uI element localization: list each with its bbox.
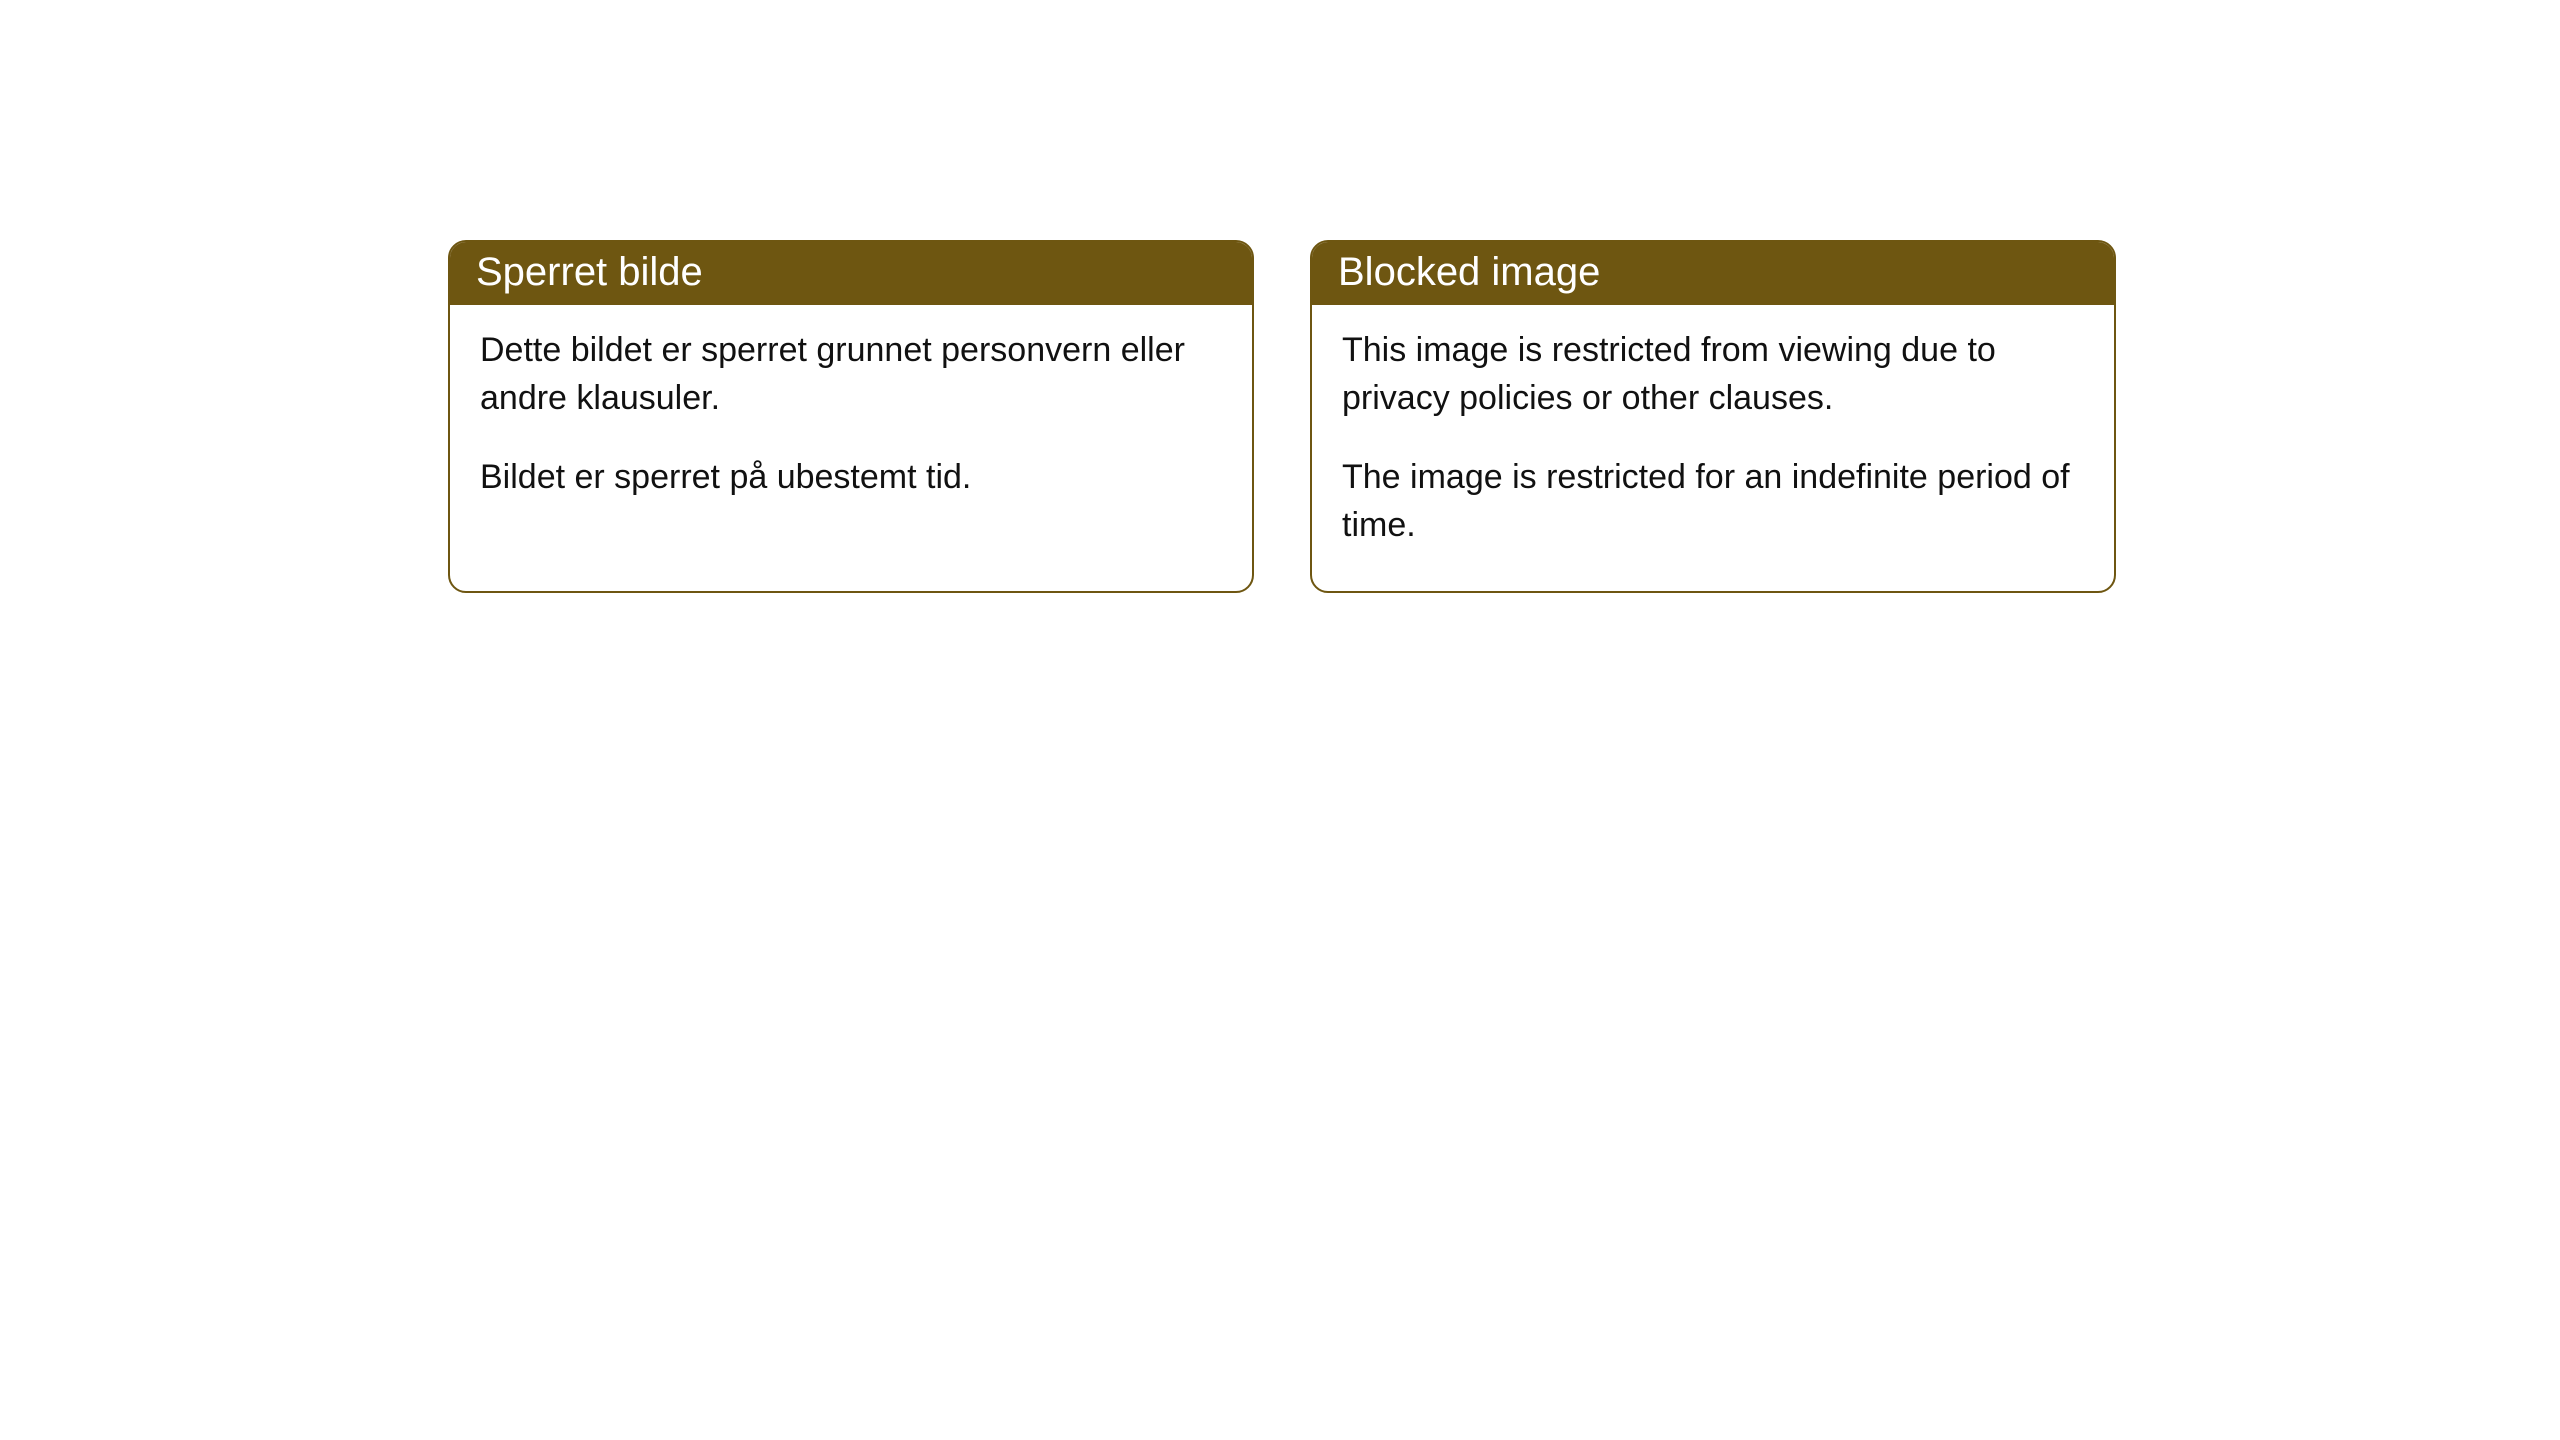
notice-cards-container: Sperret bilde Dette bildet er sperret gr…: [448, 240, 2560, 593]
notice-card-english: Blocked image This image is restricted f…: [1310, 240, 2116, 593]
card-header: Blocked image: [1312, 242, 2114, 305]
card-body: Dette bildet er sperret grunnet personve…: [450, 305, 1252, 544]
card-paragraph: Dette bildet er sperret grunnet personve…: [480, 327, 1222, 422]
card-paragraph: This image is restricted from viewing du…: [1342, 327, 2084, 422]
card-title: Blocked image: [1338, 250, 1600, 294]
card-paragraph: The image is restricted for an indefinit…: [1342, 454, 2084, 549]
card-title: Sperret bilde: [476, 250, 703, 294]
card-body: This image is restricted from viewing du…: [1312, 305, 2114, 591]
card-header: Sperret bilde: [450, 242, 1252, 305]
card-paragraph: Bildet er sperret på ubestemt tid.: [480, 454, 1222, 502]
notice-card-norwegian: Sperret bilde Dette bildet er sperret gr…: [448, 240, 1254, 593]
